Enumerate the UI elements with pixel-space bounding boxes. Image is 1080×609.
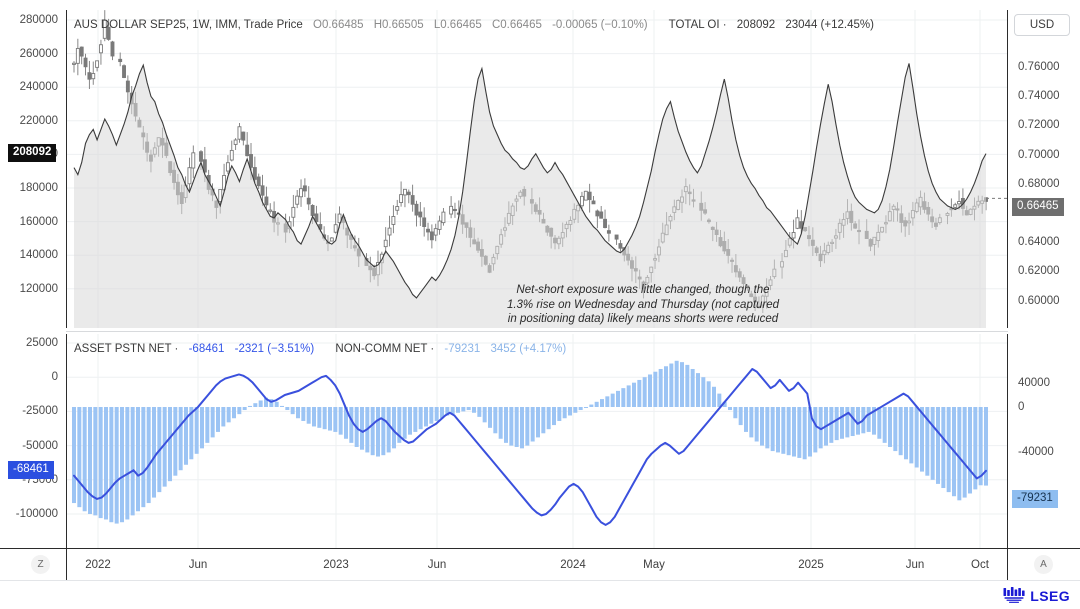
annotation-line-2: 1.3% rise on Wednesday and Thursday (not… [506, 298, 780, 311]
bottom-panel-left-border [66, 334, 67, 548]
right-axis-tick: -40000 [1018, 446, 1054, 458]
left-axis-tick: 120000 [19, 282, 58, 295]
time-axis-tick: Jun [427, 559, 447, 571]
time-axis-tick: May [643, 559, 665, 571]
right-axis-tick: 40000 [1018, 377, 1050, 389]
left-axis-tick: 280000 [19, 14, 58, 26]
auto-scale-button[interactable]: A [1034, 555, 1053, 574]
time-axis-right-sep [1007, 548, 1008, 580]
non-commercial-label: NON-COMM NET · [335, 343, 435, 355]
bottom-panel-plot [66, 334, 1008, 548]
time-axis-tick: 2025 [798, 559, 824, 571]
left-axis-tick: 220000 [19, 114, 58, 127]
price-change: -0.00065 (−0.10%) [552, 19, 648, 31]
bottom-panel-legend[interactable]: ASSET PSTN NET · -68461 -2321 (−3.51%) N… [74, 342, 566, 356]
chart-annotation[interactable]: Net-short exposure was little changed, t… [478, 283, 808, 327]
ohlc-open: O0.66485 [313, 19, 364, 31]
time-axis-tick: Jun [188, 559, 208, 571]
lseg-logo-icon [1003, 587, 1025, 603]
non-commercial-change: 3452 (+4.17%) [490, 343, 567, 355]
bottom-panel-right-border [1007, 334, 1008, 548]
ohlc-close: C0.66465 [491, 19, 542, 31]
ohlc-high: H0.66505 [373, 19, 424, 31]
right-axis-tick: 0.62000 [1018, 265, 1060, 278]
ohlc-low: L0.66465 [433, 19, 482, 31]
right-axis-tick: 0 [1018, 401, 1025, 413]
panel-divider [0, 331, 1080, 332]
time-axis-left-sep [66, 548, 67, 580]
right-value-axis[interactable]: 0.760000.740000.720000.700000.680000.660… [1008, 0, 1080, 548]
time-axis-tick: 2024 [560, 559, 586, 571]
annotation-line-1: Net-short exposure was little changed, t… [516, 284, 770, 296]
lseg-brand: LSEG [1003, 587, 1070, 604]
annotation-line-3: in positioning data) likely means shorts… [507, 313, 779, 325]
open-interest-change: 23044 (+12.45%) [785, 19, 874, 31]
right-axis-tick: 0.60000 [1018, 294, 1060, 307]
left-axis-tick: -25000 [22, 405, 58, 418]
left-axis-tick: 260000 [19, 47, 58, 60]
open-interest-area [74, 63, 986, 328]
top-panel-left-border [66, 10, 67, 328]
open-interest-label: TOTAL OI · [668, 19, 727, 31]
positioning-panel[interactable] [66, 334, 1008, 548]
asset-position-value-pill: -68461 [8, 461, 54, 479]
instrument-title: AUS DOLLAR SEP25, 1W, IMM, Trade Price [74, 19, 303, 31]
time-axis[interactable]: 2022 Jun 2023 Jun 2024 May 2025 Jun Oct [0, 548, 1080, 580]
asset-position-change: -2321 (−3.51%) [234, 343, 315, 355]
top-panel-right-border [1007, 10, 1008, 328]
time-axis-tick: 2022 [85, 559, 111, 571]
left-axis-tick: 0 [51, 371, 58, 384]
open-interest-value-pill: 208092 [8, 144, 57, 162]
currency-unit-badge[interactable]: USD [1014, 14, 1070, 36]
non-commercial-value-pill: -79231 [1012, 490, 1058, 508]
left-axis-tick: 240000 [19, 81, 58, 94]
right-axis-tick: 0.72000 [1018, 119, 1060, 132]
left-axis-tick: 140000 [19, 249, 58, 262]
footer-divider [0, 580, 1080, 581]
top-panel-legend[interactable]: AUS DOLLAR SEP25, 1W, IMM, Trade Price O… [74, 18, 874, 32]
left-axis-tick: 25000 [26, 337, 58, 349]
open-interest-value: 208092 [736, 19, 776, 31]
asset-position-line [73, 367, 987, 526]
brand-name: LSEG [1030, 587, 1070, 604]
non-commercial-value: -79231 [444, 343, 481, 355]
asset-position-label: ASSET PSTN NET · [74, 343, 179, 355]
zoom-reset-button[interactable]: Z [31, 555, 50, 574]
time-axis-tick: 2023 [323, 559, 349, 571]
top-panel-plot [66, 10, 1008, 328]
price-open-interest-panel[interactable] [66, 10, 1008, 328]
time-axis-tick: Jun [905, 559, 925, 571]
right-axis-tick: 0.68000 [1018, 177, 1060, 190]
right-axis-tick: 0.76000 [1018, 61, 1060, 73]
left-axis-tick: 160000 [19, 215, 58, 228]
open-interest-line [73, 63, 987, 299]
left-axis-tick: 180000 [19, 182, 58, 194]
non-commercial-bar-series [72, 360, 988, 524]
asset-position-value: -68461 [188, 343, 225, 355]
left-value-axis[interactable]: 2800002600002400002200002000001800001600… [0, 0, 66, 548]
right-axis-tick: 0.64000 [1018, 236, 1060, 249]
right-axis-tick: 0.70000 [1018, 148, 1060, 161]
left-axis-tick: -100000 [15, 508, 58, 520]
left-axis-tick: -50000 [22, 439, 58, 452]
time-axis-tick: Oct [971, 559, 989, 571]
right-axis-tick: 0.74000 [1018, 90, 1060, 103]
last-price-value-pill: 0.66465 [1012, 198, 1064, 216]
